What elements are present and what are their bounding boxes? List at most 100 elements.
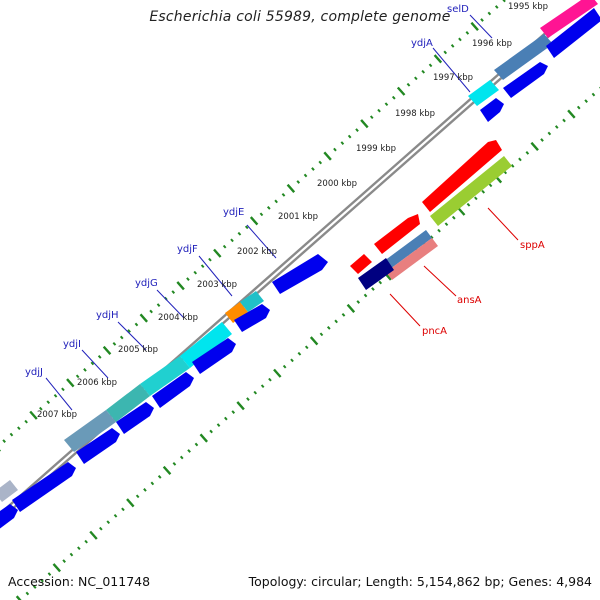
scale-tick — [249, 216, 259, 226]
gene-label-ydje: ydjE — [223, 207, 244, 218]
scale-tick — [281, 193, 286, 197]
scale-tick — [222, 244, 227, 249]
scale-tick — [236, 401, 245, 411]
scale-tick — [443, 50, 448, 55]
scale-tick — [171, 290, 176, 294]
scale-label: 2005 kbp — [118, 345, 158, 355]
scale-tick — [216, 423, 221, 427]
scale-tick — [378, 280, 383, 285]
scale-tick — [121, 507, 125, 512]
scale-tick — [97, 355, 102, 359]
scale-tick — [547, 131, 552, 136]
scale-tick — [25, 591, 30, 596]
gene-label-pnca: pncA — [422, 326, 447, 337]
scale-tick — [282, 364, 287, 369]
scale-label: 1995 kbp — [508, 2, 548, 12]
scale-tick — [458, 37, 462, 42]
scale-tick — [414, 76, 418, 81]
gene-label-ydjj: ydjJ — [25, 367, 43, 378]
scale-label: 2003 kbp — [197, 280, 237, 290]
scale-tick — [341, 313, 346, 317]
scale-tick — [266, 206, 271, 210]
gene-block — [380, 230, 432, 272]
scale-tick — [433, 54, 443, 64]
scale-tick — [333, 147, 337, 152]
scale-tick — [24, 419, 28, 424]
scale-tick — [554, 125, 559, 129]
gene-block — [106, 384, 150, 422]
scale-tick — [194, 442, 199, 447]
scale-tick — [334, 319, 338, 324]
scale-tick — [259, 212, 264, 217]
scale-tick — [406, 82, 411, 87]
scale-tick — [230, 238, 234, 243]
scale-label: 2002 kbp — [237, 247, 277, 257]
scale-label: 1997 kbp — [433, 73, 473, 83]
scale-tick — [369, 115, 374, 120]
scale-tick — [268, 377, 272, 382]
scale-tick — [487, 11, 492, 16]
scale-tick — [149, 309, 153, 314]
scale-tick — [494, 5, 499, 9]
gene-arrow — [374, 214, 420, 254]
scale-tick — [83, 368, 87, 372]
scale-tick — [318, 160, 323, 165]
scale-tick — [2, 439, 6, 443]
scale-tick — [576, 105, 581, 110]
scale-tick — [360, 119, 369, 129]
scale-tick — [53, 393, 58, 398]
scale-tick — [61, 387, 65, 392]
scale-tick — [465, 31, 470, 35]
scale-tick — [562, 118, 566, 123]
scale-tick — [237, 231, 242, 236]
scale-tick — [540, 138, 544, 142]
scale-tick — [466, 202, 471, 207]
scale-tick — [135, 494, 140, 499]
scale-tick — [119, 335, 124, 340]
gene-block — [64, 410, 116, 452]
scale-tick — [391, 95, 396, 100]
gene-arrow — [503, 62, 548, 98]
scale-tick — [127, 329, 131, 333]
scale-tick — [66, 378, 75, 388]
gene-arrow — [272, 254, 328, 294]
scale-label: 1996 kbp — [472, 39, 512, 49]
scale-tick — [187, 449, 191, 453]
forward-track-genes — [0, 0, 600, 529]
gene-arrow — [546, 8, 600, 58]
scale-tick — [113, 513, 118, 518]
scale-tick — [444, 222, 449, 227]
scale-tick — [213, 248, 222, 258]
scale-tick — [231, 410, 236, 414]
scale-tick — [340, 141, 345, 145]
scale-tick — [77, 546, 81, 551]
scale-tick — [488, 183, 493, 188]
gene-labels: selD ydjA ydjE ydjF ydjG ydjH ydjI ydjJ … — [25, 4, 545, 378]
scale-tick — [290, 358, 294, 363]
scale-labels: 1995 kbp 1996 kbp 1997 kbp 1998 kbp 1999… — [37, 2, 548, 420]
scale-tick — [591, 92, 596, 97]
scale-tick — [481, 189, 486, 194]
scale-tick — [29, 410, 38, 420]
scale-tick — [286, 183, 296, 193]
scale-tick — [112, 342, 117, 346]
scale-tick — [567, 109, 576, 119]
scale-label: 2006 kbp — [77, 378, 117, 388]
gene-label-ydja: ydjA — [411, 38, 433, 49]
scale-label: 2000 kbp — [317, 179, 357, 189]
scale-tick — [525, 151, 530, 155]
gene-label-ydjf: ydjF — [177, 244, 198, 255]
gene-arrow — [234, 304, 270, 332]
scale-tick — [199, 433, 209, 443]
leader-lines — [45, 14, 519, 411]
scale-tick — [297, 351, 302, 356]
scale-tick — [75, 374, 80, 379]
scale-tick — [224, 416, 228, 421]
scale-tick — [273, 368, 282, 378]
gene-arrow — [480, 98, 504, 122]
scale-tick — [69, 552, 74, 557]
scale-tick — [480, 18, 484, 22]
scale-tick — [363, 293, 368, 298]
scale-tick — [172, 462, 177, 466]
